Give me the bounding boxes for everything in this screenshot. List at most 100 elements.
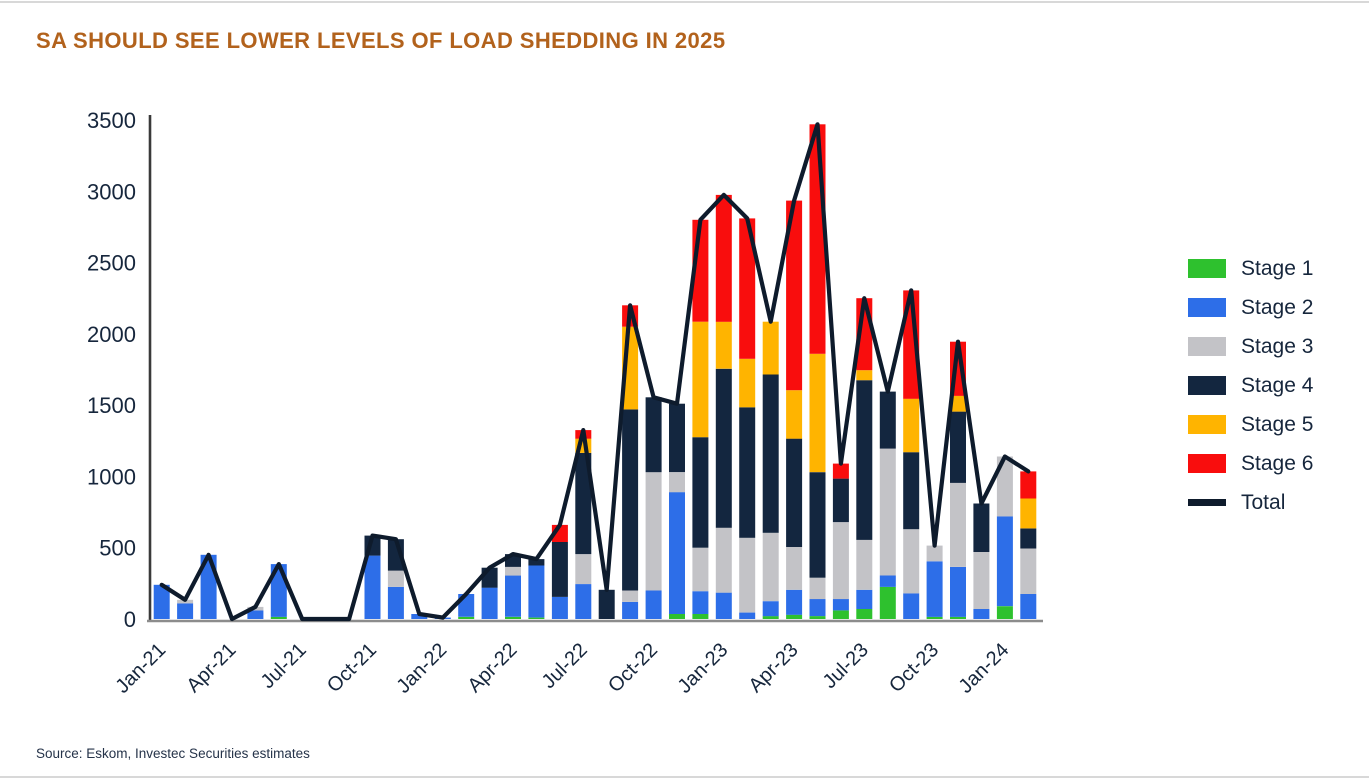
bar-segment-stage-3 xyxy=(645,472,662,591)
bar-segment-stage-5 xyxy=(950,395,966,412)
x-axis-tick-label: Oct-21 xyxy=(323,639,381,697)
bar-segment-stage-5 xyxy=(786,390,803,439)
x-axis-tick-label: Apr-22 xyxy=(464,639,522,697)
source-note: Source: Eskom, Investec Securities estim… xyxy=(36,746,310,761)
bar-segment-stage-6 xyxy=(1020,471,1037,499)
legend-swatch-icon xyxy=(1188,298,1226,317)
bar-segment-stage-1 xyxy=(832,610,849,619)
bar-segment-stage-4 xyxy=(832,478,849,523)
x-axis-tick-label: Jul-23 xyxy=(819,639,873,693)
bar-segment-stage-1 xyxy=(996,606,1013,619)
bar-segment-stage-2 xyxy=(247,610,264,619)
bar-segment-stage-4 xyxy=(809,472,826,578)
bar-segment-stage-2 xyxy=(177,603,194,619)
bar-segment-stage-1 xyxy=(879,586,896,619)
legend-swatch-icon xyxy=(1188,259,1226,278)
bar-segment-stage-3 xyxy=(809,577,826,600)
x-axis-tick-label: Jan-24 xyxy=(955,639,1014,698)
bar-segment-stage-1 xyxy=(926,616,943,619)
y-axis-tick-label: 500 xyxy=(99,536,136,561)
bar-segment-stage-4 xyxy=(669,403,685,473)
bar-segment-stage-4 xyxy=(692,437,709,548)
bar-segment-stage-3 xyxy=(879,448,896,576)
bar-segment-stage-3 xyxy=(505,567,521,576)
legend-item-stage-4: Stage 4 xyxy=(1188,366,1313,405)
bar-segment-stage-4 xyxy=(551,542,568,597)
chart-legend: Stage 1 Stage 2 Stage 3 Stage 4 Stage 5 Stage… xyxy=(1188,249,1313,522)
y-axis-tick-label: 2500 xyxy=(87,251,136,276)
bar-segment-stage-4 xyxy=(856,380,873,540)
bar-segment-stage-2 xyxy=(809,599,826,617)
legend-swatch-icon xyxy=(1188,415,1226,434)
bar-segment-stage-1 xyxy=(458,616,475,619)
bar-segment-stage-1 xyxy=(809,616,826,619)
legend-label: Stage 6 xyxy=(1241,451,1314,475)
bar-segment-stage-5 xyxy=(762,321,779,375)
bar-segment-stage-2 xyxy=(903,593,920,619)
bar-segment-stage-3 xyxy=(973,552,990,609)
legend-label: Total xyxy=(1241,490,1286,514)
bar-segment-stage-1 xyxy=(786,614,803,619)
y-axis-tick-label: 3500 xyxy=(87,108,136,133)
x-axis-tick-label: Jan-21 xyxy=(111,639,170,698)
bar-segment-stage-6 xyxy=(786,200,803,391)
bar-segment-stage-2 xyxy=(669,492,685,614)
y-axis-tick-label: 2000 xyxy=(87,322,136,347)
bar-segment-stage-3 xyxy=(387,570,404,587)
bar-segment-stage-1 xyxy=(669,614,685,619)
bar-segment-stage-2 xyxy=(926,561,943,617)
bar-segment-stage-2 xyxy=(973,609,990,619)
total-line xyxy=(159,122,1031,622)
bar-segment-stage-5 xyxy=(692,321,709,438)
bar-segment-stage-6 xyxy=(739,218,756,359)
bar-segment-stage-4 xyxy=(973,503,990,552)
legend-item-stage-2: Stage 2 xyxy=(1188,288,1313,327)
x-axis-tick-label: Apr-21 xyxy=(183,639,241,697)
bar-segment-stage-2 xyxy=(481,587,498,619)
bar-segment-stage-3 xyxy=(926,545,943,562)
bar-segment-stage-4 xyxy=(739,407,756,538)
bar-segment-stage-1 xyxy=(950,616,966,619)
bar-segment-stage-3 xyxy=(575,554,592,584)
bar-segment-stage-4 xyxy=(903,452,920,530)
x-axis-tick-label: Jan-23 xyxy=(674,639,733,698)
bar-segment-stage-1 xyxy=(270,616,287,619)
bar-segment-stage-5 xyxy=(856,370,873,381)
bar-segment-stage-2 xyxy=(528,565,545,618)
bar-segment-stage-6 xyxy=(832,463,849,479)
bar-segment-stage-2 xyxy=(645,590,662,619)
bar-segment-stage-3 xyxy=(832,522,849,600)
bar-segment-stage-2 xyxy=(387,586,404,619)
bar-segment-stage-3 xyxy=(856,539,873,590)
legend-item-stage-5: Stage 5 xyxy=(1188,405,1313,444)
bar-segment-stage-1 xyxy=(528,617,545,619)
bar-segment-stage-2 xyxy=(739,612,756,619)
bar-segment-stage-5 xyxy=(715,321,732,369)
bar-segment-stage-4 xyxy=(598,589,615,619)
legend-label: Stage 3 xyxy=(1241,334,1314,358)
bar-segment-stage-2 xyxy=(762,601,779,617)
bar-segment-stage-6 xyxy=(809,124,826,354)
y-axis-tick-label: 3000 xyxy=(87,179,136,204)
y-axis-tick-label: 1000 xyxy=(87,464,136,489)
bar-segment-stage-4 xyxy=(786,438,803,547)
y-axis-tick-label: 0 xyxy=(124,607,136,632)
bar-segment-stage-3 xyxy=(622,590,639,602)
bar-segment-stage-2 xyxy=(364,555,381,619)
bar-segment-stage-2 xyxy=(505,575,521,617)
legend-label: Stage 1 xyxy=(1241,256,1314,280)
legend-label: Stage 4 xyxy=(1241,373,1314,397)
legend-item-stage-6: Stage 6 xyxy=(1188,444,1313,483)
bar-segment-stage-4 xyxy=(528,559,545,566)
bar-segment-stage-2 xyxy=(879,575,896,587)
legend-label: Stage 5 xyxy=(1241,412,1314,436)
legend-swatch-icon xyxy=(1188,499,1226,506)
top-divider xyxy=(0,1,1369,3)
bar-segment-stage-2 xyxy=(996,516,1013,607)
bar-segment-stage-3 xyxy=(692,547,709,592)
bar-segment-stage-5 xyxy=(1020,498,1037,529)
legend-item-stage-3: Stage 3 xyxy=(1188,327,1313,366)
bar-segment-stage-3 xyxy=(786,547,803,590)
bar-segment-stage-2 xyxy=(575,584,592,619)
